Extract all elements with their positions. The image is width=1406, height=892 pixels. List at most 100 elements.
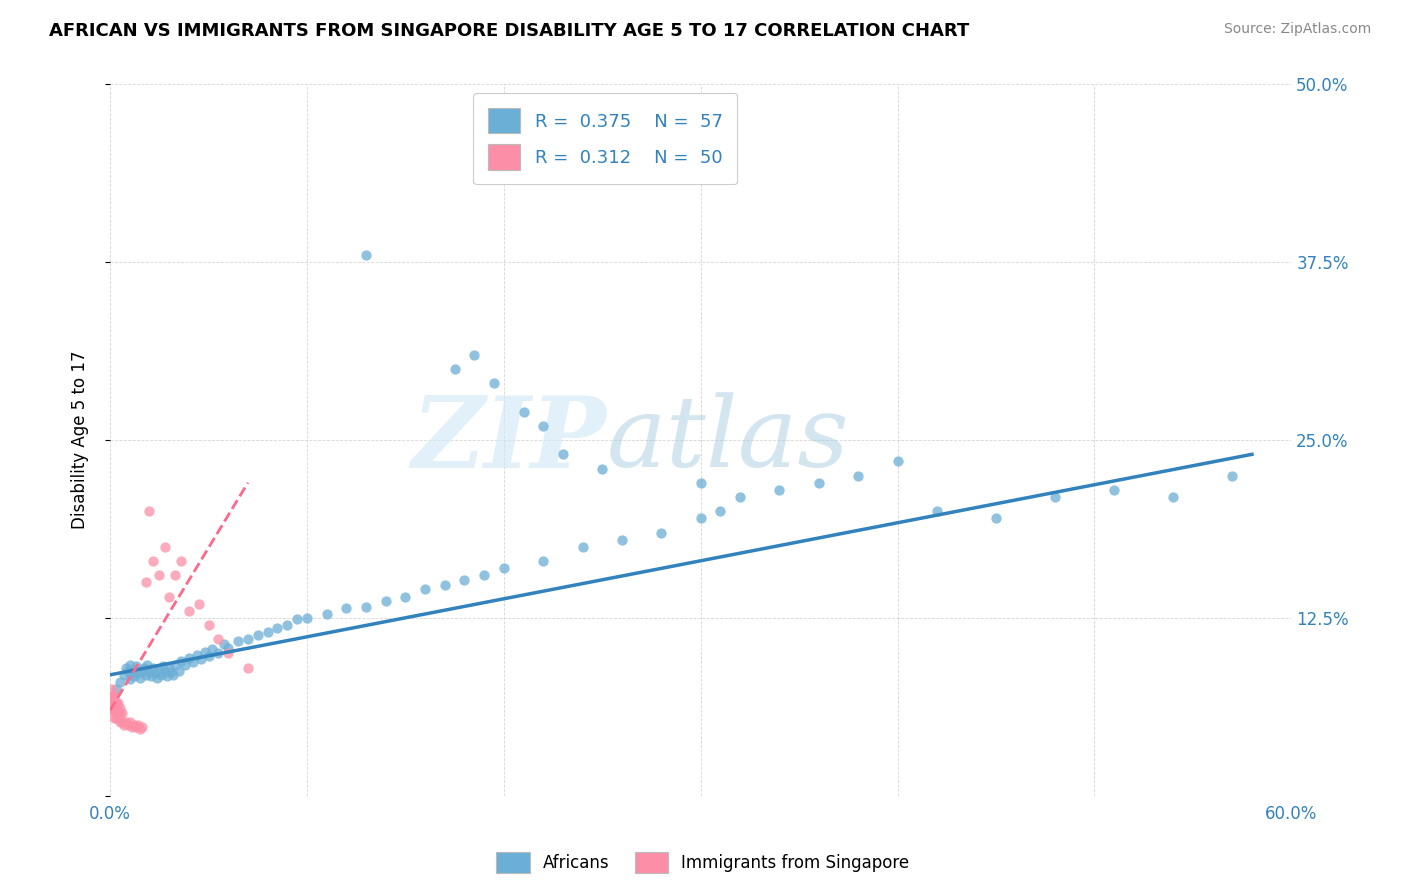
Point	[118, 672, 141, 686]
Point	[118, 714, 141, 729]
Point	[101, 696, 124, 710]
Point	[128, 722, 150, 736]
Point	[117, 664, 139, 678]
Point	[153, 665, 176, 679]
Point	[134, 575, 156, 590]
Point	[984, 511, 1007, 525]
Point	[111, 714, 134, 729]
Point	[131, 664, 153, 678]
Point	[162, 668, 184, 682]
Point	[100, 689, 122, 703]
Point	[148, 662, 170, 676]
Point	[276, 618, 298, 632]
Point	[1102, 483, 1125, 497]
Point	[131, 721, 153, 735]
Point	[146, 671, 169, 685]
Y-axis label: Disability Age 5 to 17: Disability Age 5 to 17	[72, 351, 89, 529]
Point	[117, 717, 139, 731]
Point	[886, 454, 908, 468]
Point	[157, 661, 180, 675]
Point	[374, 594, 396, 608]
Point	[118, 657, 141, 672]
Point	[143, 666, 166, 681]
Point	[413, 582, 436, 597]
Point	[104, 710, 127, 724]
Point	[141, 669, 163, 683]
Text: AFRICAN VS IMMIGRANTS FROM SINGAPORE DISABILITY AGE 5 TO 17 CORRELATION CHART: AFRICAN VS IMMIGRANTS FROM SINGAPORE DIS…	[49, 22, 970, 40]
Point	[127, 717, 149, 731]
Point	[217, 640, 239, 655]
Point	[128, 671, 150, 685]
Point	[101, 681, 124, 696]
Point	[266, 621, 288, 635]
Point	[122, 717, 145, 731]
Point	[453, 573, 475, 587]
Point	[124, 659, 146, 673]
Point	[107, 703, 129, 717]
Point	[108, 706, 131, 721]
Point	[124, 721, 146, 735]
Point	[108, 675, 131, 690]
Point	[433, 578, 456, 592]
Point	[138, 665, 160, 679]
Text: Source: ZipAtlas.com: Source: ZipAtlas.com	[1223, 22, 1371, 37]
Point	[104, 696, 127, 710]
Legend: Africans, Immigrants from Singapore: Africans, Immigrants from Singapore	[489, 846, 917, 880]
Point	[463, 348, 485, 362]
Point	[295, 611, 318, 625]
Text: ZIP: ZIP	[411, 392, 606, 488]
Point	[167, 664, 190, 678]
Point	[101, 689, 124, 703]
Point	[689, 511, 711, 525]
Point	[650, 525, 672, 540]
Point	[103, 689, 125, 703]
Point	[531, 418, 554, 433]
Point	[104, 703, 127, 717]
Point	[138, 504, 160, 518]
Point	[108, 706, 131, 721]
Point	[354, 248, 377, 262]
Point	[157, 590, 180, 604]
Point	[177, 604, 200, 618]
Point	[768, 483, 790, 497]
Point	[1220, 468, 1243, 483]
Point	[153, 540, 176, 554]
Point	[112, 717, 135, 731]
Point	[108, 714, 131, 729]
Point	[121, 721, 143, 735]
Point	[163, 657, 186, 672]
Point	[142, 661, 165, 675]
Point	[110, 700, 132, 714]
Point	[315, 607, 337, 621]
Point	[207, 647, 229, 661]
Point	[197, 618, 219, 632]
Point	[187, 597, 209, 611]
Point	[156, 669, 179, 683]
Point	[107, 696, 129, 710]
Legend: R =  0.375    N =  57, R =  0.312    N =  50: R = 0.375 N = 57, R = 0.312 N = 50	[474, 94, 737, 185]
Point	[472, 568, 495, 582]
Point	[181, 655, 204, 669]
Point	[170, 654, 193, 668]
Point	[925, 504, 948, 518]
Point	[112, 668, 135, 682]
Point	[285, 612, 308, 626]
Point	[246, 628, 269, 642]
Point	[194, 645, 217, 659]
Point	[103, 692, 125, 706]
Text: atlas: atlas	[606, 392, 849, 488]
Point	[103, 710, 125, 724]
Point	[236, 661, 259, 675]
Point	[551, 447, 574, 461]
Point	[186, 648, 208, 662]
Point	[394, 590, 416, 604]
Point	[173, 657, 195, 672]
Point	[100, 696, 122, 710]
Point	[152, 659, 174, 673]
Point	[150, 668, 173, 682]
Point	[127, 666, 149, 681]
Point	[236, 632, 259, 647]
Point	[104, 703, 127, 717]
Point	[256, 625, 278, 640]
Point	[214, 636, 236, 650]
